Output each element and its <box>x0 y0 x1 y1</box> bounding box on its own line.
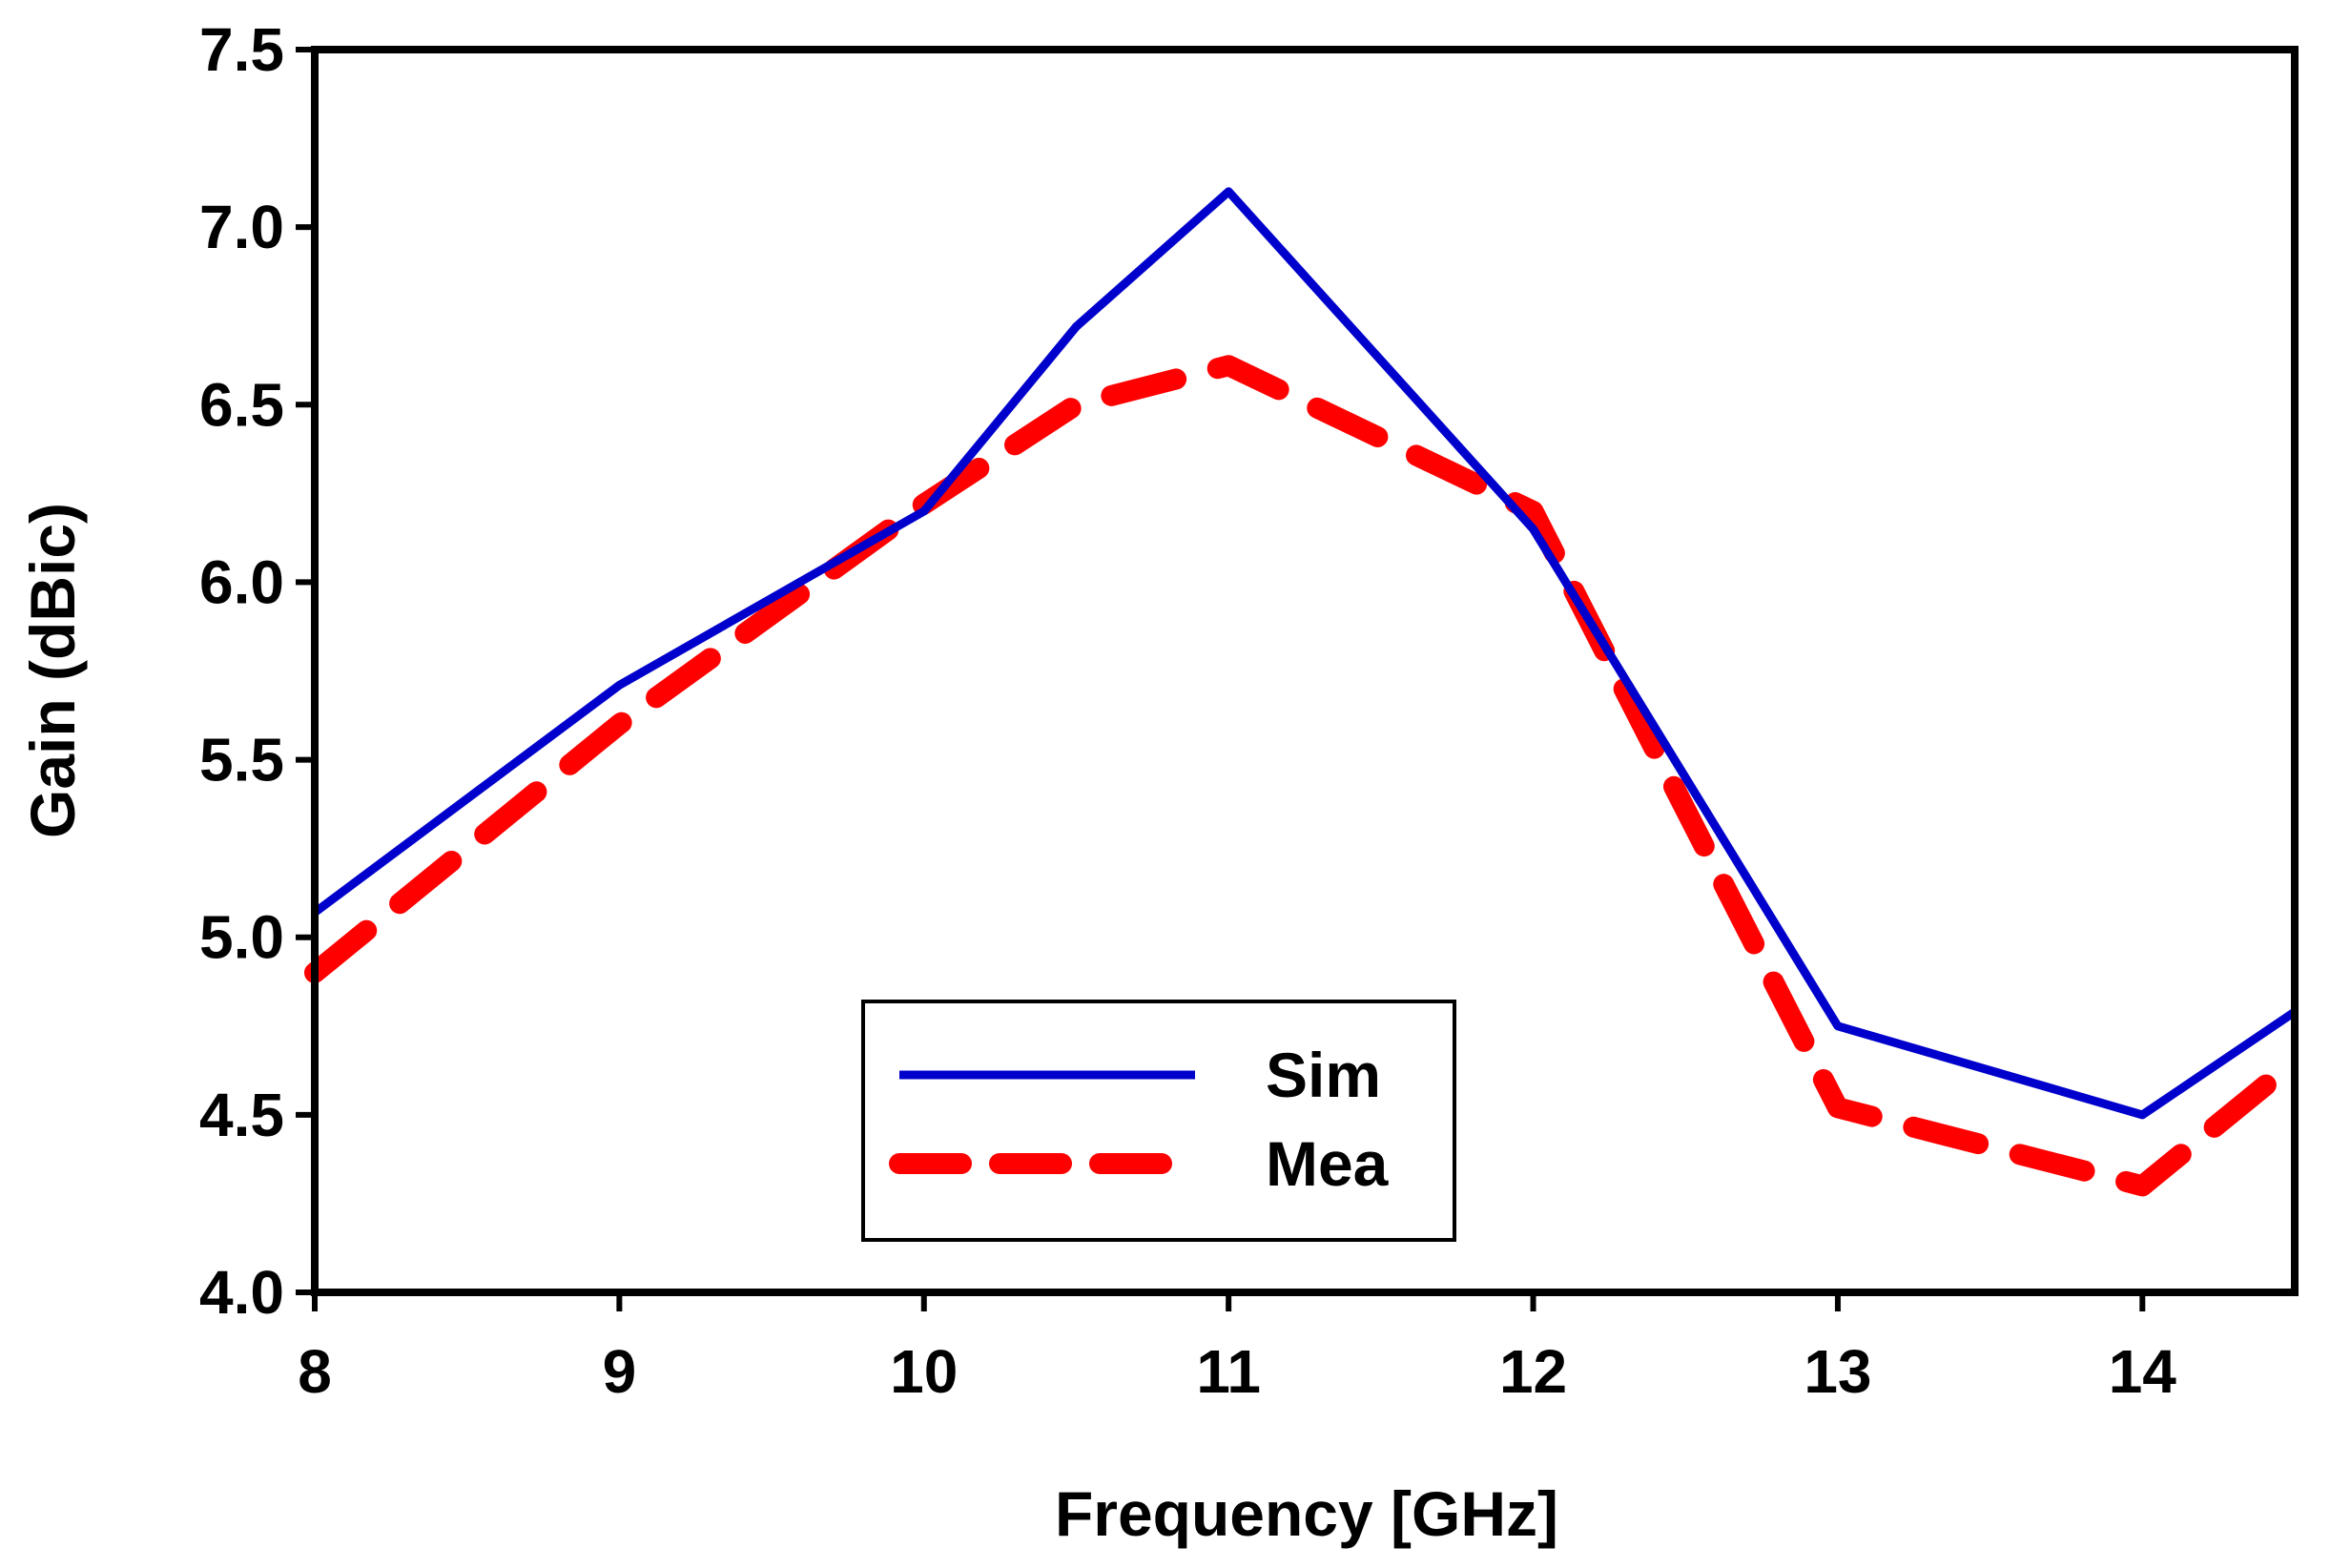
legend-box <box>861 1000 1456 1242</box>
x-tick-label: 13 <box>1804 1337 1871 1406</box>
x-tick-label: 14 <box>2109 1337 2177 1406</box>
y-tick-label: 5.5 <box>199 726 284 794</box>
series-line-mea <box>304 355 2305 1197</box>
y-axis-ticks: 4.0 4.5 5.0 5.5 6.0 6.5 7.0 7.5 <box>199 15 315 1327</box>
x-tick-label: 10 <box>890 1337 958 1406</box>
y-tick-label: 5.0 <box>199 903 284 972</box>
plot-area-frame <box>311 46 2299 1296</box>
y-tick-label: 7.0 <box>199 193 284 261</box>
y-tick-label: 4.0 <box>199 1258 284 1327</box>
legend-label-mea: Mea <box>1266 1128 1390 1199</box>
y-tick-label: 6.5 <box>199 370 284 439</box>
y-axis-title: Gain (dBic) <box>17 503 88 838</box>
y-tick-label: 6.0 <box>199 547 284 616</box>
x-tick-label: 11 <box>1196 1337 1261 1406</box>
y-tick-label: 7.5 <box>199 15 284 84</box>
x-tick-label: 12 <box>1499 1337 1567 1406</box>
x-axis-title: Frequency [GHz] <box>1055 1478 1558 1549</box>
series-line-sim <box>312 187 2298 1120</box>
legend-label-sim: Sim <box>1266 1040 1381 1110</box>
y-tick-label: 4.5 <box>199 1081 284 1149</box>
series-layer <box>304 187 2305 1197</box>
x-tick-label: 9 <box>603 1337 637 1406</box>
x-tick-label: 8 <box>298 1337 332 1406</box>
legend: Sim Mea <box>861 1000 1456 1242</box>
x-axis-ticks: 8 9 10 11 12 13 14 <box>298 1292 2176 1406</box>
